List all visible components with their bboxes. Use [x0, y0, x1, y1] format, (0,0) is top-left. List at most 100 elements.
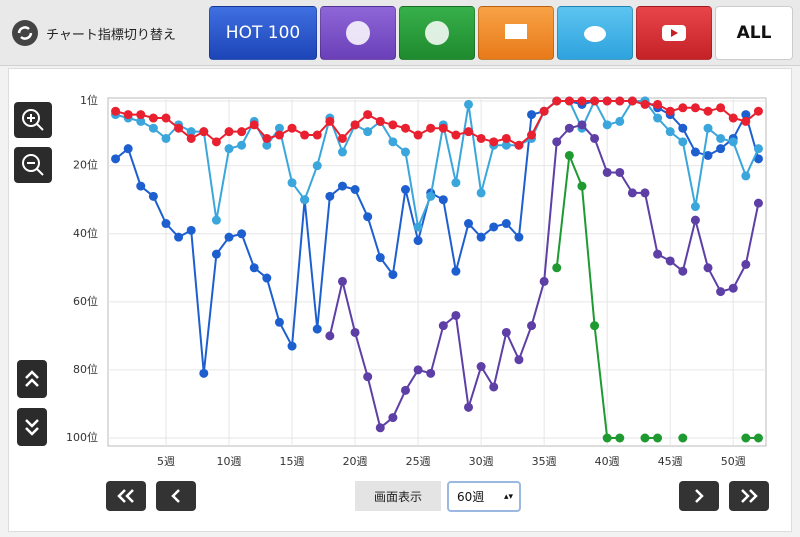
data-point — [300, 195, 310, 205]
data-point — [476, 133, 486, 143]
icon — [505, 24, 527, 39]
data-point — [312, 130, 322, 140]
x-tick-label: 30週 — [469, 455, 494, 468]
toolbar-label: チャート指標切り替え — [46, 27, 176, 43]
twitter-button[interactable] — [557, 6, 633, 60]
select-text: 60週 — [457, 490, 485, 504]
data-point — [564, 123, 574, 133]
data-point — [590, 321, 600, 331]
data-point — [501, 133, 511, 143]
data-point — [438, 123, 448, 133]
data-point — [690, 103, 700, 113]
all-button[interactable]: ALL — [715, 6, 793, 60]
hot100-button[interactable]: HOT 100 — [209, 6, 317, 60]
data-point — [249, 120, 259, 130]
data-point — [690, 202, 700, 212]
data-point — [627, 188, 637, 198]
data-point — [640, 433, 650, 443]
data-point — [640, 99, 650, 109]
data-point — [161, 219, 171, 229]
data-point — [224, 144, 234, 154]
radio-button[interactable] — [399, 6, 475, 60]
data-point — [577, 120, 587, 130]
zoom-in-button[interactable] — [14, 102, 52, 138]
prev-button[interactable] — [156, 481, 196, 511]
data-point — [753, 144, 763, 154]
data-point — [464, 402, 474, 412]
data-point — [161, 133, 171, 143]
data-point — [375, 253, 385, 263]
data-point — [716, 103, 726, 113]
data-point — [199, 127, 209, 137]
data-point — [741, 116, 751, 126]
data-point — [148, 123, 158, 133]
data-point — [186, 133, 196, 143]
data-point — [426, 191, 436, 201]
data-point — [413, 365, 423, 375]
data-point — [489, 382, 499, 392]
data-point — [186, 225, 196, 235]
data-point — [148, 191, 158, 201]
data-point — [716, 133, 726, 143]
x-tick-label: 50週 — [721, 455, 746, 468]
data-point — [186, 127, 196, 137]
youtube-button[interactable] — [636, 6, 712, 60]
label-text: 画面表示 — [373, 489, 422, 504]
next-button[interactable] — [679, 481, 719, 511]
data-point — [602, 433, 612, 443]
data-point — [111, 154, 121, 164]
x-tick-label: 15週 — [280, 455, 305, 468]
data-point — [363, 110, 373, 120]
first-button[interactable] — [106, 481, 146, 511]
data-point — [388, 270, 398, 280]
data-point — [678, 266, 688, 276]
data-point — [224, 232, 234, 242]
data-point — [262, 273, 272, 283]
data-point — [741, 433, 751, 443]
data-point — [501, 219, 511, 229]
data-point — [665, 127, 675, 137]
data-point — [539, 106, 549, 116]
y-tick-label: 60位 — [73, 294, 98, 308]
x-tick-label: 45週 — [658, 455, 683, 468]
data-point — [388, 120, 398, 130]
data-point — [363, 372, 373, 382]
data-point — [690, 215, 700, 225]
display-label: 画面表示 — [355, 481, 441, 511]
data-point — [136, 181, 146, 191]
data-point — [413, 130, 423, 140]
icon — [25, 419, 39, 436]
icon — [22, 109, 44, 131]
data-point — [464, 219, 474, 229]
icon — [695, 489, 704, 503]
data-point — [413, 236, 423, 246]
data-point — [388, 137, 398, 147]
rank-down-button[interactable] — [17, 408, 47, 446]
data-point — [489, 137, 499, 147]
period-select[interactable]: 60週 ▴▾ — [447, 481, 521, 512]
data-point — [741, 259, 751, 269]
data-point — [400, 123, 410, 133]
data-point — [426, 368, 436, 378]
download-button[interactable] — [320, 6, 396, 60]
data-point — [602, 167, 612, 177]
data-point — [350, 327, 360, 337]
icon — [584, 26, 606, 42]
last-button[interactable] — [729, 481, 769, 511]
zoom-out-button[interactable] — [14, 147, 52, 183]
data-point — [337, 133, 347, 143]
data-point — [590, 133, 600, 143]
data-point — [211, 137, 221, 147]
data-point — [136, 116, 146, 126]
pc-button[interactable] — [478, 6, 554, 60]
data-point — [274, 317, 284, 327]
data-point — [678, 123, 688, 133]
data-point — [476, 188, 486, 198]
data-point — [728, 283, 738, 293]
icon — [741, 489, 758, 503]
x-tick-label: 10週 — [217, 455, 242, 468]
rank-up-button[interactable] — [17, 360, 47, 398]
data-point — [337, 181, 347, 191]
data-point — [552, 137, 562, 147]
